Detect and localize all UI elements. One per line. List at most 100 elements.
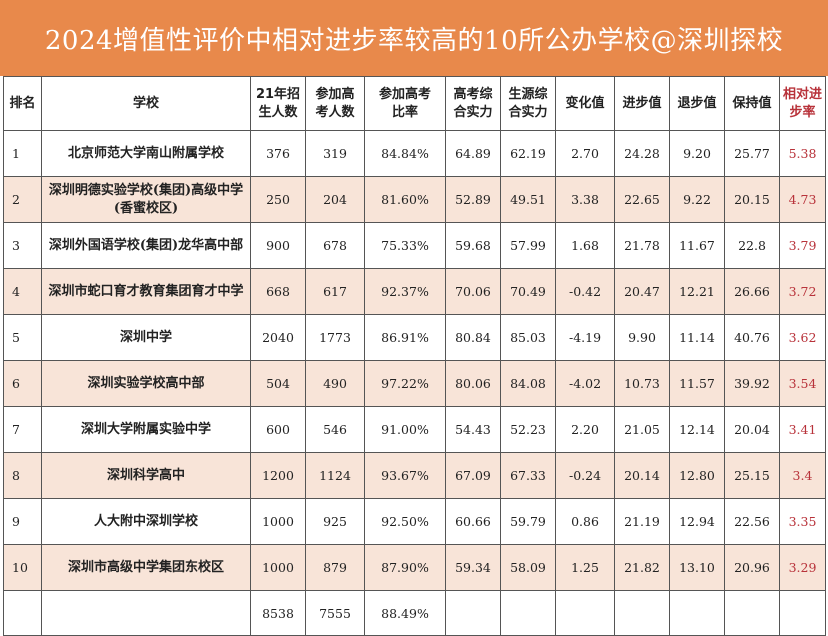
- relative-progress-cell: 5.38: [779, 130, 826, 177]
- gaokao-cell: 60.66: [445, 498, 501, 545]
- regress-cell: 9.22: [669, 176, 725, 223]
- total-school-cell: [41, 590, 251, 636]
- header-regress: 退步值: [669, 76, 725, 131]
- keep-cell: 20.15: [724, 176, 780, 223]
- enroll-cell: 900: [250, 222, 306, 269]
- exam-cell: 204: [305, 176, 365, 223]
- header-rank: 排名: [3, 76, 42, 131]
- table-row: 3 深圳外国语学校(集团)龙华高中部 900 678 75.33% 59.68 57.99 1…: [3, 222, 826, 269]
- regress-cell: 9.20: [669, 130, 725, 177]
- school-cell: 深圳市高级中学集团东校区: [41, 544, 251, 591]
- header-gaokao: 高考综 合实力: [445, 76, 501, 131]
- progress-cell: 21.19: [614, 498, 670, 545]
- progress-cell: 10.73: [614, 360, 670, 407]
- progress-cell: 21.82: [614, 544, 670, 591]
- change-cell: 1.68: [555, 222, 615, 269]
- ratio-cell: 92.37%: [364, 268, 446, 315]
- empty-cell: [555, 590, 615, 636]
- progress-cell: 21.05: [614, 406, 670, 453]
- relative-progress-cell: 3.4: [779, 452, 826, 499]
- exam-cell: 490: [305, 360, 365, 407]
- total-rank-cell: [3, 590, 42, 636]
- keep-cell: 26.66: [724, 268, 780, 315]
- rank-cell: 2: [3, 176, 42, 223]
- gaokao-cell: 54.43: [445, 406, 501, 453]
- gaokao-cell: 80.84: [445, 314, 501, 361]
- exam-cell: 1773: [305, 314, 365, 361]
- relative-progress-cell: 3.72: [779, 268, 826, 315]
- progress-cell: 22.65: [614, 176, 670, 223]
- change-cell: -0.24: [555, 452, 615, 499]
- ratio-cell: 93.67%: [364, 452, 446, 499]
- exam-cell: 1124: [305, 452, 365, 499]
- rank-cell: 7: [3, 406, 42, 453]
- change-cell: -4.19: [555, 314, 615, 361]
- relative-progress-cell: 3.79: [779, 222, 826, 269]
- rank-cell: 6: [3, 360, 42, 407]
- table-row: 9 人大附中深圳学校 1000 925 92.50% 60.66 59.79 0.86 21.1…: [3, 498, 826, 545]
- exam-cell: 879: [305, 544, 365, 591]
- change-cell: 0.86: [555, 498, 615, 545]
- header-source: 生源综 合实力: [500, 76, 556, 131]
- table-row: 7 深圳大学附属实验中学 600 546 91.00% 54.43 52.23 2.20 21.…: [3, 406, 826, 453]
- change-cell: 3.38: [555, 176, 615, 223]
- title-bar: 2024增值性评价中相对进步率较高的10所公办学校@深圳探校: [0, 0, 828, 76]
- school-cell: 深圳中学: [41, 314, 251, 361]
- page-title: 2024增值性评价中相对进步率较高的10所公办学校@深圳探校: [44, 25, 784, 56]
- progress-cell: 20.14: [614, 452, 670, 499]
- total-enroll: 8538: [250, 590, 306, 636]
- source-cell: 58.09: [500, 544, 556, 591]
- regress-cell: 12.14: [669, 406, 725, 453]
- rank-cell: 4: [3, 268, 42, 315]
- exam-cell: 617: [305, 268, 365, 315]
- header-relative-progress: 相对进 步率: [779, 76, 826, 131]
- table-row: 6 深圳实验学校高中部 504 490 97.22% 80.06 84.08 -4.02 10.…: [3, 360, 826, 407]
- keep-cell: 22.56: [724, 498, 780, 545]
- header-row: 排名 学校 21年招 生人数 参加高 考人数 参加高考 比率 高考综 合实力 生源综 合实…: [3, 76, 826, 131]
- keep-cell: 25.77: [724, 130, 780, 177]
- ratio-cell: 97.22%: [364, 360, 446, 407]
- change-cell: 1.25: [555, 544, 615, 591]
- keep-cell: 39.92: [724, 360, 780, 407]
- school-cell: 深圳大学附属实验中学: [41, 406, 251, 453]
- header-enroll: 21年招 生人数: [250, 76, 306, 131]
- totals-row: 8538 7555 88.49%: [3, 590, 826, 636]
- source-cell: 67.33: [500, 452, 556, 499]
- regress-cell: 13.10: [669, 544, 725, 591]
- ratio-cell: 92.50%: [364, 498, 446, 545]
- regress-cell: 11.67: [669, 222, 725, 269]
- relative-progress-cell: 3.41: [779, 406, 826, 453]
- school-cell: 北京师范大学南山附属学校: [41, 130, 251, 177]
- table-row: 5 深圳中学 2040 1773 86.91% 80.84 85.03 -4.19 9.90 11…: [3, 314, 826, 361]
- header-ratio: 参加高考 比率: [364, 76, 446, 131]
- school-cell: 深圳明德实验学校(集团)高级中学 (香蜜校区): [41, 176, 251, 223]
- ratio-cell: 84.84%: [364, 130, 446, 177]
- table-row: 1 北京师范大学南山附属学校 376 319 84.84% 64.89 62.19 2.70 2…: [3, 130, 826, 177]
- enroll-cell: 1000: [250, 498, 306, 545]
- enroll-cell: 1000: [250, 544, 306, 591]
- table-row: 2 深圳明德实验学校(集团)高级中学 (香蜜校区) 250 204 81.60% 52.89…: [3, 176, 826, 223]
- school-cell: 深圳外国语学校(集团)龙华高中部: [41, 222, 251, 269]
- empty-cell: [445, 590, 501, 636]
- ratio-cell: 87.90%: [364, 544, 446, 591]
- header-school: 学校: [41, 76, 251, 131]
- school-cell: 深圳市蛇口育才教育集团育才中学: [41, 268, 251, 315]
- total-ratio: 88.49%: [364, 590, 446, 636]
- exam-cell: 678: [305, 222, 365, 269]
- gaokao-cell: 70.06: [445, 268, 501, 315]
- empty-cell: [614, 590, 670, 636]
- gaokao-cell: 80.06: [445, 360, 501, 407]
- change-cell: -4.02: [555, 360, 615, 407]
- keep-cell: 22.8: [724, 222, 780, 269]
- school-cell: 深圳实验学校高中部: [41, 360, 251, 407]
- table-row: 10 深圳市高级中学集团东校区 1000 879 87.90% 59.34 58.09 1.2…: [3, 544, 826, 591]
- regress-cell: 11.14: [669, 314, 725, 361]
- table-row: 4 深圳市蛇口育才教育集团育才中学 668 617 92.37% 70.06 70.49 -0…: [3, 268, 826, 315]
- source-cell: 57.99: [500, 222, 556, 269]
- header-keep: 保持值: [724, 76, 780, 131]
- progress-cell: 24.28: [614, 130, 670, 177]
- change-cell: -0.42: [555, 268, 615, 315]
- rank-cell: 9: [3, 498, 42, 545]
- keep-cell: 25.15: [724, 452, 780, 499]
- source-cell: 52.23: [500, 406, 556, 453]
